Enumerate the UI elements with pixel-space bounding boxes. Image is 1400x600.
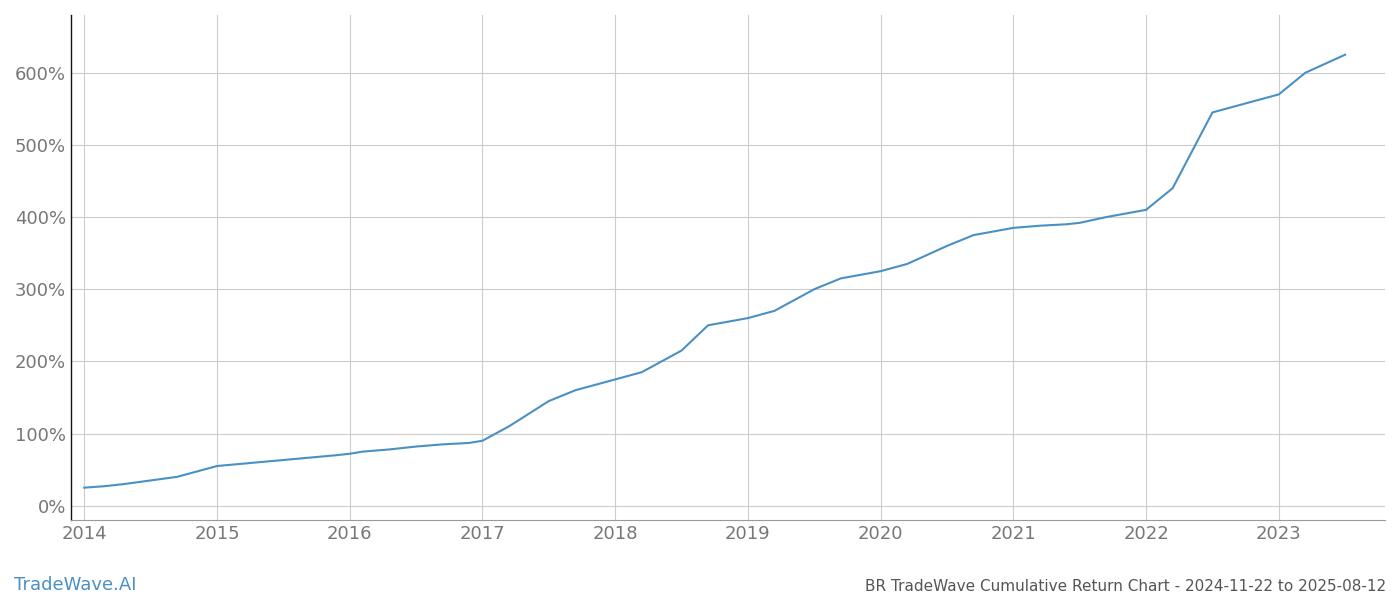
Text: BR TradeWave Cumulative Return Chart - 2024-11-22 to 2025-08-12: BR TradeWave Cumulative Return Chart - 2… <box>865 579 1386 594</box>
Text: TradeWave.AI: TradeWave.AI <box>14 576 137 594</box>
